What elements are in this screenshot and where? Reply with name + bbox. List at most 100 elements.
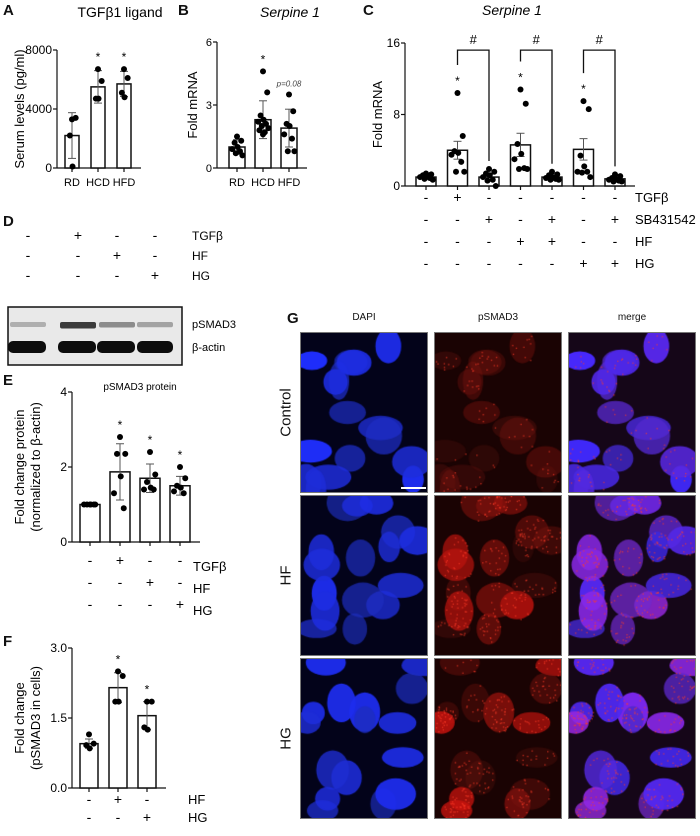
condition-label: HG: [188, 810, 208, 825]
panel-label-a: A: [3, 2, 14, 19]
y-axis-label: Fold mRNA: [370, 81, 385, 149]
actin-band: [58, 341, 96, 353]
data-point: [256, 127, 263, 134]
condition-label: HF: [635, 234, 652, 249]
data-point: [491, 168, 498, 175]
condition-sign: +: [516, 233, 524, 249]
condition-sign: -: [550, 255, 555, 271]
condition-sign: -: [424, 255, 429, 271]
micrograph-hf-merge: [568, 495, 696, 656]
y-tick-label: 0: [206, 163, 212, 175]
panel-label-b: B: [178, 2, 189, 19]
data-point: [448, 151, 455, 158]
data-point: [543, 174, 549, 181]
chart-panel-a: TGFβ1 ligand Serum levels (pg/ml) 0 4000 800…: [12, 4, 163, 189]
significance-star: *: [518, 70, 523, 84]
data-point: [147, 449, 153, 455]
condition-sign: -: [581, 233, 586, 249]
condition-sign: -: [153, 247, 158, 263]
data-point: [150, 486, 157, 493]
data-point: [148, 698, 155, 705]
condition-sign: -: [118, 596, 123, 612]
y-tick-label: 6: [206, 37, 212, 49]
microscopy-grid: DAPI pSMAD3 merge Control HF HG: [277, 300, 700, 836]
chart-panel-f: Fold change (pSMAD3 in cells) 0.0 1.5 3.0 * * -…: [12, 641, 208, 825]
data-point: [120, 505, 127, 512]
data-point: [289, 135, 295, 142]
data-point: [90, 501, 97, 508]
y-axis-label: Serum levels (pg/ml): [12, 49, 27, 168]
y-tick-label: 4: [60, 385, 67, 399]
micrograph-hf-dapi: [300, 495, 428, 656]
condition-sign: -: [518, 211, 523, 227]
condition-sign: -: [26, 247, 31, 263]
data-point: [290, 108, 297, 115]
data-point: [117, 434, 123, 440]
data-point: [417, 174, 423, 181]
data-point: [492, 183, 499, 189]
y-tick-label: 8: [393, 108, 400, 122]
condition-sign: -: [115, 227, 120, 243]
data-point: [421, 175, 428, 182]
p-value-annotation: p=0.08: [276, 80, 302, 89]
condition-sign: -: [178, 552, 183, 568]
condition-label: HF: [192, 249, 208, 263]
micrograph-control-psmad3: [434, 332, 562, 493]
significance-star: *: [116, 652, 121, 666]
data-point: [111, 490, 117, 497]
significance-star: *: [455, 74, 460, 88]
psmad3-band: [99, 322, 135, 328]
row-header-hf: HF: [277, 565, 295, 586]
data-point: [584, 168, 591, 175]
band-label: pSMAD3: [192, 319, 236, 331]
bracket-label: #: [470, 32, 478, 47]
condition-sign: -: [153, 227, 158, 243]
y-tick-label: 0: [45, 161, 52, 175]
data-point: [239, 152, 246, 159]
data-point: [618, 178, 625, 185]
condition-label: HG: [192, 269, 210, 283]
chart-title: Serpine 1: [260, 4, 320, 20]
data-point: [118, 89, 125, 96]
significance-star: *: [148, 433, 153, 447]
data-point: [461, 168, 468, 175]
data-point: [606, 176, 612, 183]
condition-label: HG: [635, 256, 655, 271]
micrograph-hf-psmad3: [434, 495, 562, 656]
condition-sign: +: [113, 247, 121, 263]
y-tick-label: 0.0: [50, 781, 67, 795]
condition-label: HF: [193, 581, 210, 596]
x-tick-label: HFD: [278, 177, 301, 189]
condition-sign: -: [518, 189, 523, 205]
data-point: [121, 66, 127, 73]
condition-sign: -: [88, 552, 93, 568]
condition-label: SB431542: [635, 212, 696, 227]
data-point: [171, 488, 177, 495]
condition-sign: -: [87, 809, 92, 825]
y-axis-label: (pSMAD3 in cells): [28, 666, 43, 770]
panel-label-g: G: [287, 310, 299, 327]
y-tick-label: 16: [387, 36, 401, 50]
psmad3-band: [137, 322, 173, 328]
condition-label: HG: [193, 603, 213, 618]
panel-label-c: C: [363, 2, 374, 19]
data-point: [260, 131, 266, 138]
condition-sign: +: [116, 552, 124, 568]
condition-sign: +: [151, 267, 159, 283]
y-axis-label: (normalized to β-actin): [28, 402, 43, 532]
micrograph-hg-psmad3: [434, 658, 562, 819]
data-point: [453, 168, 459, 175]
data-point: [574, 168, 581, 175]
micrograph-control-dapi: [300, 332, 428, 493]
data-point: [455, 149, 462, 156]
condition-sign: -: [613, 233, 618, 249]
western-blot-panel: - + - - TGFβ - - + - HF - - - + HG pSMAD3 β-actin: [7, 227, 236, 366]
significance-star: *: [581, 82, 586, 96]
data-point: [286, 123, 293, 129]
scale-bar: [401, 487, 426, 489]
data-point: [587, 174, 594, 181]
x-tick-label: HCD: [251, 177, 275, 189]
band-label: β-actin: [192, 342, 225, 354]
condition-sign: +: [74, 227, 82, 243]
data-point: [95, 66, 101, 73]
